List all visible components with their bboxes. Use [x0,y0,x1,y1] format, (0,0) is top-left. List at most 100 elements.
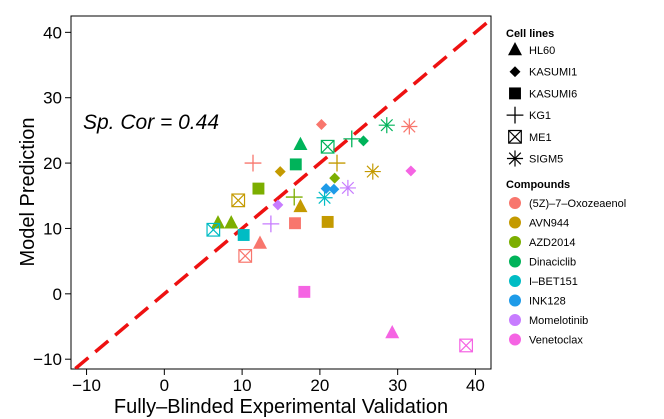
legend-compound-item: Momelotinib [509,314,588,327]
data-point [244,154,262,172]
data-point [206,222,221,237]
legend-cell-line-label: HL60 [529,45,555,57]
legend-cell-line-item: HL60 [508,41,555,57]
x-tick-label: 0 [160,376,169,395]
legend-compound-label: INK128 [529,296,566,308]
legend-cell-line-label: KG1 [529,110,551,122]
legend-compound-label: (5Z)–7–Oxozeaenol [529,198,626,210]
legend-compound-label: Momelotinib [529,315,588,327]
legend-compound-item: I–BET151 [509,275,578,288]
x-tick-label: 30 [388,376,407,395]
data-point [293,136,308,151]
legend-cell-lines: HL60 KASUMI1 KASUMI6 KG1 ME1 SIGM5 [506,41,577,167]
legend-compound-label: Dinaciclib [529,257,576,269]
identity-reference-line [72,16,491,369]
x-tick-label: −10 [72,376,101,395]
legend-cell-line-item: KASUMI1 [509,66,577,79]
data-point [405,165,417,177]
data-point [285,188,303,206]
legend-shape-icon [508,129,522,144]
x-tick-label: 40 [466,376,485,395]
data-point [328,183,340,195]
reference-line-layer [72,16,491,369]
legend-compound-label: Venetoclax [529,335,583,347]
legend-shape-icon [506,106,524,124]
x-axis-title: Fully–Blinded Experimental Validation [114,396,448,418]
y-tick-label: 10 [43,219,62,238]
legend-compound-label: AZD2014 [529,237,575,249]
legend-compounds-title: Compounds [506,179,570,191]
legend-color-dot-icon [509,255,521,268]
legend-color-dot-icon [509,275,521,287]
data-point [401,118,418,135]
legend-shape-icon [509,66,521,78]
data-point [298,285,311,298]
data-point [231,193,246,208]
x-tick-label: 20 [310,376,329,395]
legend-color-dot-icon [509,216,521,229]
legend-cell-line-item: ME1 [508,129,552,144]
data-point [343,130,361,148]
y-tick-label: 30 [43,89,62,108]
data-point [364,163,381,180]
axes: −10 0 10 20 30 40 −10 0 10 20 30 40 [33,15,492,395]
data-point [329,172,341,184]
legend-compound-item: Dinaciclib [509,255,576,269]
data-point [378,117,395,134]
legend-color-dot-icon [509,314,521,326]
legend-color-dot-icon [509,333,521,346]
plot-frame [70,15,492,370]
legend-cell-line-label: KASUMI6 [529,88,577,100]
data-point [237,229,250,241]
legend-color-dot-icon [509,294,521,307]
legend-shape-icon [506,150,524,167]
y-tick-label: 20 [43,154,62,173]
legend-shape-icon [509,87,521,100]
x-tick-label: 10 [233,376,252,395]
legend-color-dot-icon [509,236,521,248]
data-point [211,215,225,229]
data-point [262,215,280,233]
legend-color-dot-icon [509,197,521,209]
legend-cell-line-label: ME1 [529,132,552,144]
data-point [289,158,302,171]
legend-cell-line-item: SIGM5 [506,150,563,167]
data-point [272,199,284,211]
legend-cell-line-item: KASUMI6 [509,87,577,100]
data-point [315,119,327,130]
legend-compound-item: AVN944 [509,216,569,230]
data-point [339,179,356,196]
legend-compound-item: Venetoclax [509,333,583,347]
y-tick-label: 0 [53,285,62,304]
legend-cell-line-label: SIGM5 [529,154,563,166]
data-points [206,117,474,353]
legend-compounds: (5Z)–7–Oxozeaenol AVN944 AZD2014 Dinaciclib… [509,197,626,347]
legend-cell-line-item: KG1 [506,106,551,124]
legend-compound-label: AVN944 [529,218,569,230]
legend-compound-item: (5Z)–7–Oxozeaenol [509,197,626,210]
legend-compound-item: AZD2014 [509,236,575,249]
data-point [328,154,346,172]
legend-compound-label: I–BET151 [529,276,578,288]
data-point [320,139,335,154]
data-point [293,198,308,213]
y-tick-label: −10 [33,350,62,369]
data-point [224,215,239,229]
data-point [321,215,334,228]
legend-shape-icon [508,41,522,56]
y-axis-title: Model Prediction [17,118,39,267]
data-point [320,183,332,195]
spearman-correlation-annotation: Sp. Cor = 0.44 [83,111,219,134]
data-point [274,166,286,178]
data-point [252,182,265,195]
y-tick-label: 40 [43,23,62,42]
data-point [459,338,474,353]
legend-compound-item: INK128 [509,294,566,308]
legend-cell-lines-title: Cell lines [506,28,554,40]
data-point [238,249,253,263]
data-point [357,135,369,147]
legend-cell-line-label: KASUMI1 [529,67,577,79]
data-point [253,235,267,249]
data-point [289,217,301,230]
